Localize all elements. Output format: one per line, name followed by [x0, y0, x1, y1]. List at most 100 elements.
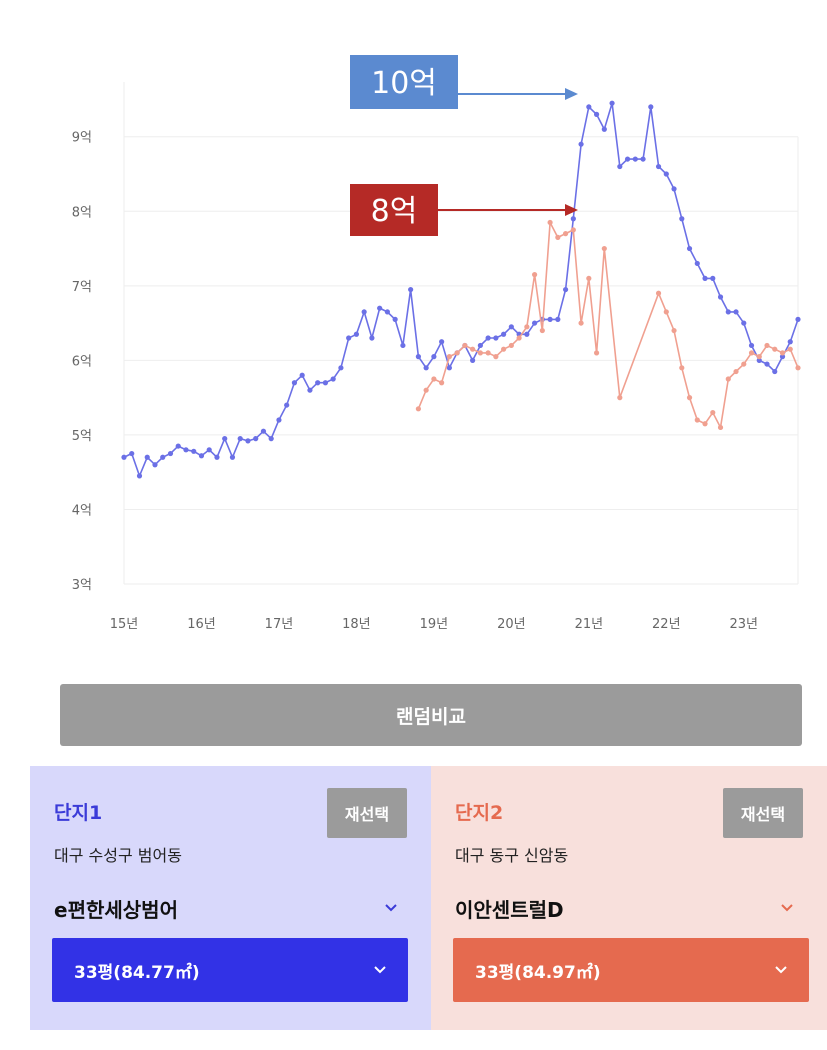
complex1-reselect-button[interactable]: 재선택 [327, 788, 407, 838]
data-point [477, 342, 483, 349]
data-point [570, 216, 576, 222]
data-point [485, 335, 491, 341]
y-tick-label: 5억 [72, 429, 92, 444]
y-axis-ticks: 3억 4억 5억 6억 7억 8억 9억 [72, 131, 92, 593]
complex2-reselect-button[interactable]: 재선택 [723, 788, 803, 838]
chevron-down-icon[interactable] [383, 900, 399, 916]
data-point [531, 320, 538, 326]
data-point [330, 376, 336, 382]
data-point [446, 354, 452, 360]
complex2-size-select[interactable]: 33평(84.97㎡) [453, 938, 809, 1002]
series-1 [121, 100, 801, 479]
data-point [547, 316, 553, 322]
data-point [756, 354, 762, 360]
data-point [431, 354, 437, 360]
x-tick-label: 16년 [187, 617, 216, 632]
callout-1: 10억 [350, 55, 578, 109]
y-tick-label: 3억 [72, 578, 92, 593]
random-compare-button[interactable]: 랜덤비교 [60, 684, 802, 746]
data-point [772, 346, 778, 352]
complex2-location: 대구 동구 신암동 [455, 846, 569, 865]
complex2-size-label: 33평(84.97㎡) [475, 962, 601, 983]
data-point [733, 309, 739, 315]
callout-arrow-head [565, 88, 578, 100]
data-point [609, 100, 615, 106]
complex1-size-select[interactable]: 33평(84.77㎡) [52, 938, 408, 1002]
data-point [454, 350, 460, 356]
data-point [470, 357, 476, 363]
data-point [144, 454, 150, 460]
y-tick-label: 8억 [72, 205, 92, 220]
data-point [361, 309, 367, 315]
data-point [400, 342, 406, 349]
data-point [470, 346, 476, 352]
data-point [129, 450, 135, 457]
data-point [787, 339, 793, 345]
data-point [121, 454, 127, 460]
data-point [586, 104, 592, 110]
x-tick-label: 20년 [497, 617, 526, 632]
data-point [772, 368, 778, 375]
data-point [260, 428, 267, 434]
data-point [384, 309, 391, 315]
data-point [601, 126, 607, 132]
data-point [299, 372, 305, 378]
data-point [524, 331, 530, 337]
data-point [462, 342, 468, 349]
data-point [516, 335, 522, 341]
data-point [253, 436, 259, 442]
data-point [694, 417, 700, 423]
data-point [593, 111, 600, 117]
data-point [237, 436, 243, 442]
data-point [291, 380, 298, 386]
x-axis-ticks: 15년 16년 17년 18년 19년 20년 21년 22년 23년 [110, 617, 758, 632]
complex2-panel: 단지2 재선택 대구 동구 신암동 이안센트럴D 33평(84.97㎡) [431, 766, 827, 1030]
data-point [725, 309, 731, 315]
callout-label: 10억 [371, 66, 437, 101]
data-point [214, 454, 220, 460]
data-point [663, 171, 669, 177]
x-tick-label: 22년 [652, 617, 681, 632]
data-point [346, 335, 352, 341]
complex1-name[interactable]: e편한세상범어 [54, 898, 178, 922]
data-point [764, 342, 770, 349]
data-point [408, 286, 414, 293]
data-point [717, 294, 724, 300]
chevron-down-icon [374, 966, 386, 974]
x-tick-label: 19년 [420, 617, 449, 632]
data-point [570, 227, 576, 233]
data-point [539, 327, 545, 334]
data-point [439, 339, 445, 345]
data-point [686, 395, 693, 401]
data-point [702, 421, 708, 427]
data-point [284, 402, 290, 408]
data-point [748, 342, 755, 349]
data-point [191, 448, 197, 454]
data-point [353, 331, 360, 337]
complex1-location: 대구 수성구 범어동 [54, 846, 182, 865]
complex2-name[interactable]: 이안센트럴D [455, 898, 564, 922]
data-point [392, 316, 398, 322]
data-point [446, 365, 452, 371]
complex1-panel: 단지1 재선택 대구 수성구 범어동 e편한세상범어 33평(84.77㎡) [30, 766, 431, 1030]
data-point [415, 354, 421, 360]
data-point [578, 141, 584, 147]
chevron-down-icon [775, 966, 787, 974]
data-point [338, 365, 344, 371]
data-point [493, 354, 499, 360]
data-point [501, 346, 507, 352]
x-tick-label: 18년 [342, 617, 371, 632]
x-tick-label: 21년 [575, 617, 604, 632]
data-point [694, 260, 700, 267]
data-point [710, 275, 716, 281]
data-point [686, 245, 693, 252]
data-point [508, 342, 514, 349]
chevron-down-icon[interactable] [779, 900, 795, 916]
data-point [183, 447, 189, 453]
data-point [229, 454, 236, 460]
data-point [663, 309, 669, 315]
data-point [725, 376, 731, 382]
data-point [640, 156, 646, 162]
data-point [524, 324, 530, 330]
chart-grid [123, 82, 799, 585]
